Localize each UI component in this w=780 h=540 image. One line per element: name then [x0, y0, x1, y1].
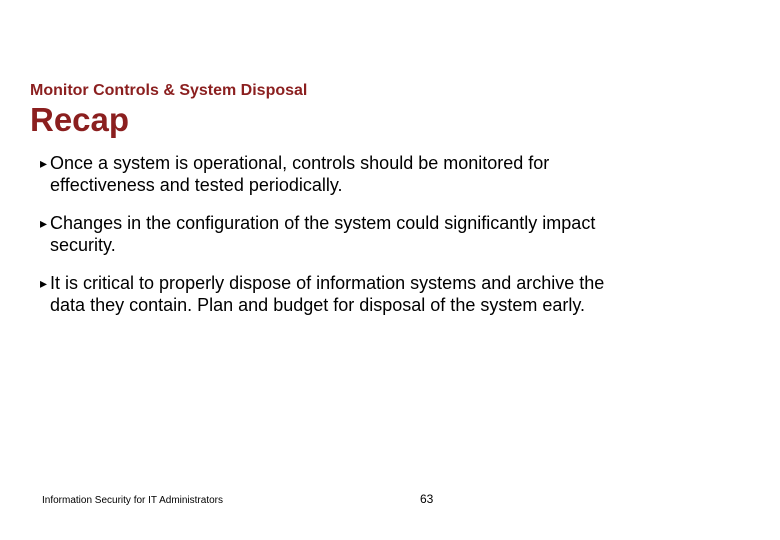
list-item: ▸ Changes in the configuration of the sy…: [40, 212, 630, 256]
bullet-marker-icon: ▸: [40, 212, 47, 234]
bullet-text: It is critical to properly dispose of in…: [50, 272, 630, 316]
bullet-text: Changes in the configuration of the syst…: [50, 212, 630, 256]
slide: Monitor Controls & System Disposal Recap…: [0, 0, 780, 540]
bullet-list: ▸ Once a system is operational, controls…: [30, 152, 750, 316]
bullet-marker-icon: ▸: [40, 272, 47, 294]
footer-text: Information Security for IT Administrato…: [42, 495, 223, 506]
bullet-marker-icon: ▸: [40, 152, 47, 174]
list-item: ▸ Once a system is operational, controls…: [40, 152, 630, 196]
list-item: ▸ It is critical to properly dispose of …: [40, 272, 630, 316]
bullet-text: Once a system is operational, controls s…: [50, 152, 630, 196]
slide-title: Recap: [30, 102, 750, 138]
page-number: 63: [420, 492, 433, 506]
slide-subtitle: Monitor Controls & System Disposal: [30, 82, 750, 100]
